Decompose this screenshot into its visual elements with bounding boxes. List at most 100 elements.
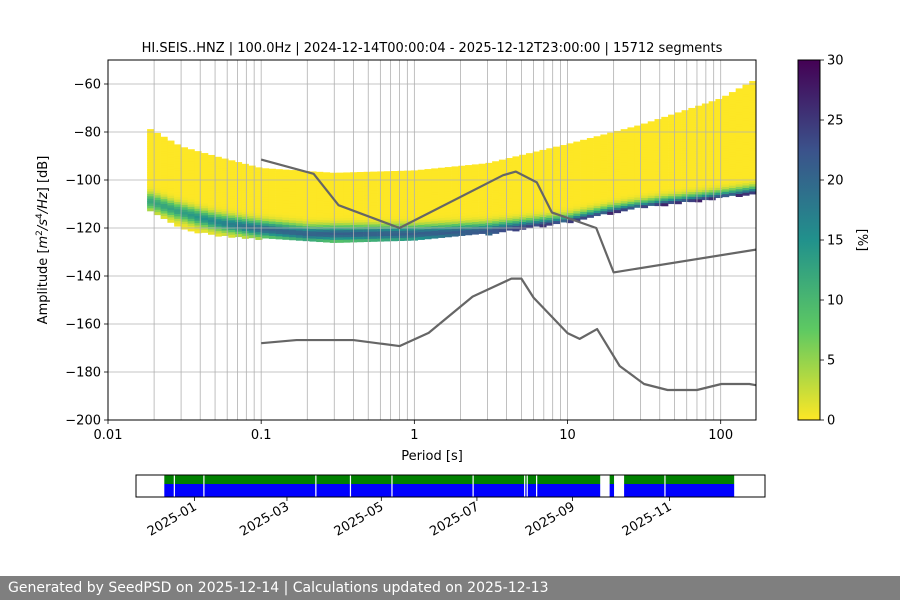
heatmap-cell [708, 106, 716, 110]
heatmap-cell [255, 215, 263, 219]
heatmap-cell [573, 175, 581, 179]
heatmap-cell [607, 211, 615, 215]
heatmap-cell [728, 106, 737, 110]
heatmap-cell [370, 212, 378, 216]
heatmap-cell [167, 190, 175, 194]
heatmap-cell [221, 184, 229, 188]
heatmap-cell [525, 172, 534, 176]
heatmap-cell [248, 170, 256, 174]
heatmap-cell [424, 200, 432, 204]
heatmap-cell [329, 215, 337, 219]
heatmap-cell [573, 196, 581, 200]
heatmap-cell [715, 135, 723, 139]
heatmap-cell [465, 186, 473, 190]
heatmap-cell [187, 211, 195, 215]
heatmap-cell [668, 114, 676, 118]
heatmap-cell [207, 164, 216, 168]
heatmap-cell [559, 190, 567, 194]
heatmap-cell [519, 185, 527, 189]
heatmap-cell [695, 115, 703, 119]
heatmap-cell [309, 228, 317, 232]
heatmap-cell [329, 223, 337, 227]
heatmap-cell [431, 199, 439, 203]
heatmap-cell [478, 163, 486, 167]
heatmap-cell [417, 172, 425, 176]
heatmap-cell [295, 177, 304, 181]
heatmap-cell [397, 175, 405, 179]
heatmap-cell [613, 174, 621, 178]
heatmap-cell [207, 178, 216, 182]
heatmap-cell [458, 192, 466, 196]
heatmap-cell [309, 173, 317, 177]
heatmap-cell [383, 231, 391, 235]
heatmap-cell [302, 223, 310, 227]
heatmap-cell [654, 203, 662, 207]
heatmap-cell [147, 184, 155, 188]
heatmap-cell [221, 182, 229, 186]
heatmap-cell [187, 175, 195, 179]
heatmap-cell [167, 162, 175, 166]
heatmap-cell [498, 164, 506, 168]
heatmap-cell [647, 145, 655, 149]
heatmap-cell [147, 179, 155, 183]
heatmap-cell [749, 181, 756, 185]
heatmap-cell [668, 181, 676, 185]
heatmap-cell [573, 170, 581, 174]
heatmap-cell [295, 189, 304, 193]
heatmap-cell [458, 216, 466, 220]
heatmap-cell [390, 221, 398, 225]
heatmap-cell [532, 185, 540, 189]
heatmap-cell [722, 129, 730, 133]
heatmap-cell [498, 169, 506, 173]
heatmap-cell [478, 216, 486, 220]
heatmap-cell [187, 168, 195, 172]
heatmap-cell [180, 192, 188, 196]
heatmap-cell [681, 124, 689, 128]
heatmap-cell [512, 197, 520, 201]
heatmap-cell [201, 155, 209, 159]
heatmap-cell [275, 169, 283, 173]
heatmap-cell [207, 176, 216, 180]
heatmap-cell [329, 227, 337, 231]
heatmap-cell [194, 220, 202, 224]
heatmap-cell [255, 186, 263, 190]
data-gap [526, 475, 528, 497]
heatmap-cell [681, 153, 689, 157]
heatmap-cell [282, 172, 290, 176]
heatmap-cell [214, 204, 222, 208]
heatmap-cell [613, 188, 621, 192]
heatmap-cell [323, 177, 331, 181]
heatmap-cell [525, 210, 534, 214]
heatmap-cell [647, 152, 655, 156]
heatmap-cell [160, 139, 168, 143]
heatmap-cell [370, 188, 378, 192]
heatmap-cell [627, 206, 635, 210]
heatmap-cell [302, 197, 310, 201]
heatmap-cell [302, 221, 310, 225]
heatmap-cell [722, 143, 730, 147]
heatmap-cell [451, 228, 459, 232]
heatmap-cell [438, 232, 446, 236]
heatmap-cell [167, 214, 175, 218]
heatmap-cell [309, 183, 317, 187]
heatmap-cell [214, 168, 222, 172]
heatmap-cell [722, 174, 730, 178]
heatmap-cell [235, 174, 243, 178]
heatmap-cell [546, 210, 554, 214]
heatmap-cell [241, 235, 249, 239]
heatmap-cell [512, 225, 520, 229]
heatmap-cell [343, 218, 351, 222]
heatmap-cell [546, 153, 554, 157]
heatmap-cell [323, 227, 331, 231]
heatmap-cell [465, 210, 473, 214]
heatmap-cell [471, 217, 479, 221]
heatmap-cell [749, 155, 756, 159]
heatmap-cell [444, 176, 452, 180]
heatmap-cell [153, 149, 161, 153]
heatmap-cell [370, 200, 378, 204]
heatmap-cell [695, 117, 703, 121]
heatmap-cell [363, 188, 371, 192]
heatmap-cell [640, 161, 649, 165]
heatmap-cell [228, 210, 236, 214]
heatmap-cell [417, 200, 425, 204]
